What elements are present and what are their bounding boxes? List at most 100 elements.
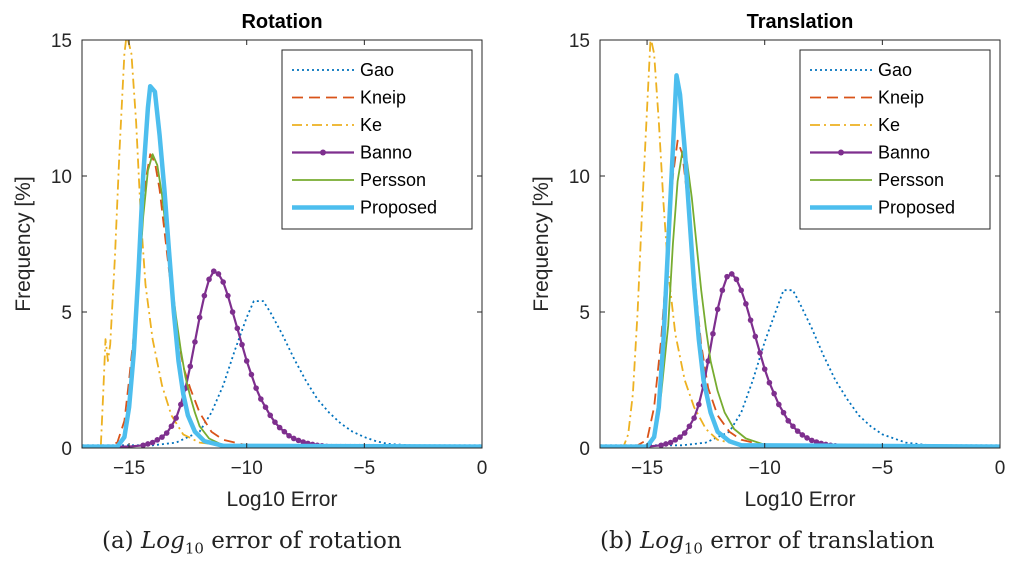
- x-tick-label: −5: [872, 458, 894, 479]
- series-point-banno: [140, 442, 146, 448]
- series-point-banno: [790, 423, 796, 430]
- y-tick-label: 10: [569, 167, 590, 188]
- series-point-banno: [667, 439, 674, 446]
- series-point-banno: [780, 409, 787, 416]
- series-point-banno: [771, 390, 777, 397]
- chart-title: Rotation: [241, 11, 322, 33]
- series-point-banno: [229, 309, 236, 315]
- legend-label-ke: Ke: [360, 115, 382, 135]
- series-point-banno: [813, 439, 820, 445]
- series-point-banno: [149, 439, 156, 446]
- series-point-banno: [168, 423, 175, 430]
- series-point-banno: [710, 330, 716, 337]
- series-point-banno: [276, 424, 283, 431]
- chart-title: Translation: [747, 11, 854, 33]
- series-point-banno: [187, 363, 194, 370]
- x-tick-label: −10: [749, 458, 781, 479]
- series-point-banno: [733, 276, 740, 283]
- series-line-proposed: [82, 83, 482, 448]
- series-point-banno: [220, 279, 226, 285]
- axes-box: [599, 39, 1001, 449]
- series-line-ke: [82, 40, 482, 448]
- legend-swatch-marker: [838, 149, 844, 156]
- y-tick-label: 5: [61, 303, 72, 324]
- y-axis-label: Frequency [%]: [530, 176, 553, 311]
- series-line-proposed: [600, 73, 1000, 448]
- x-tick-label: −15: [631, 458, 663, 479]
- x-tick-label: −10: [231, 458, 263, 479]
- series-point-banno: [145, 441, 151, 447]
- caption-b: (b) Log10 error of translation: [600, 528, 935, 558]
- series-line-kneip: [600, 139, 1000, 448]
- series-point-banno: [210, 268, 217, 275]
- y-tick-label: 5: [579, 303, 590, 324]
- legend: Gao Kneip Ke Banno Persson Proposed: [281, 49, 473, 230]
- series-point-banno: [248, 371, 255, 378]
- series-point-banno: [677, 434, 683, 440]
- series-line-banno: [82, 270, 482, 448]
- legend-swatch-marker: [320, 149, 326, 156]
- series-point-banno: [719, 287, 726, 294]
- series-point-banno: [804, 435, 810, 441]
- legend-box: [799, 49, 991, 230]
- series-point-banno: [272, 419, 278, 425]
- series-point-banno: [785, 418, 792, 424]
- series-point-banno: [738, 287, 744, 294]
- series-point-banno: [776, 401, 782, 408]
- series-point-banno: [267, 412, 274, 419]
- legend-label-proposed: Proposed: [878, 198, 955, 218]
- series-point-banno: [799, 432, 806, 438]
- x-tick-label: −5: [354, 458, 376, 479]
- x-axis-label: Log10 Error: [227, 488, 338, 511]
- x-tick-label: 0: [477, 458, 488, 479]
- series-point-banno: [757, 350, 763, 356]
- series-point-banno: [258, 396, 264, 402]
- series-point-banno: [196, 314, 203, 321]
- series-point-banno: [173, 415, 179, 421]
- figure: −15 −10 −5 0 0 5 10 15 Rotation Log10 Error Freque…: [12, 11, 1005, 511]
- series-point-banno: [300, 439, 306, 445]
- x-tick-label: −15: [113, 458, 145, 479]
- y-tick-label: 0: [579, 439, 590, 460]
- series-point-banno: [672, 437, 679, 443]
- series-point-banno: [728, 271, 735, 277]
- chart-panel-2: −15 −10 −5 0 0 5 10 15 Translation Log10 Error Fre…: [530, 11, 1005, 511]
- series-point-banno: [752, 333, 759, 340]
- series-point-banno: [794, 428, 801, 434]
- legend-label-gao: Gao: [878, 60, 912, 80]
- y-tick-label: 0: [61, 439, 72, 460]
- series-point-banno: [743, 301, 749, 307]
- series-point-banno: [766, 379, 773, 386]
- series-point-banno: [696, 401, 702, 408]
- series-point-banno: [225, 292, 231, 299]
- caption-a: (a) Log10 error of rotation: [102, 528, 402, 558]
- series-group: [82, 40, 482, 448]
- series-line-gao: [82, 300, 482, 447]
- series-point-banno: [215, 271, 222, 277]
- series-point-banno: [290, 435, 297, 442]
- legend-label-persson: Persson: [878, 170, 944, 190]
- series-point-banno: [686, 423, 693, 430]
- series-point-banno: [239, 341, 245, 348]
- y-axis-label: Frequency [%]: [12, 176, 35, 311]
- series-line-kneip: [82, 153, 482, 448]
- series-point-banno: [286, 432, 292, 439]
- legend-label-ke: Ke: [878, 115, 900, 135]
- series-point-banno: [691, 415, 697, 421]
- series-point-banno: [243, 358, 250, 364]
- y-tick-label: 15: [51, 31, 72, 52]
- legend-label-gao: Gao: [360, 60, 394, 80]
- series-point-banno: [714, 306, 721, 313]
- series-point-banno: [206, 276, 212, 283]
- series-group: [600, 40, 1000, 448]
- axes-box: [81, 39, 483, 449]
- chart-panel-1: −15 −10 −5 0 0 5 10 15 Rotation Log10 Error Freque…: [12, 11, 487, 511]
- y-tick-label: 15: [569, 31, 590, 52]
- series-point-banno: [747, 317, 754, 323]
- legend-label-banno: Banno: [878, 143, 930, 163]
- legend-box: [281, 49, 473, 230]
- series-point-banno: [724, 273, 730, 280]
- y-tick-label: 10: [51, 167, 72, 188]
- series-point-banno: [663, 441, 669, 447]
- legend-label-kneip: Kneip: [878, 88, 924, 108]
